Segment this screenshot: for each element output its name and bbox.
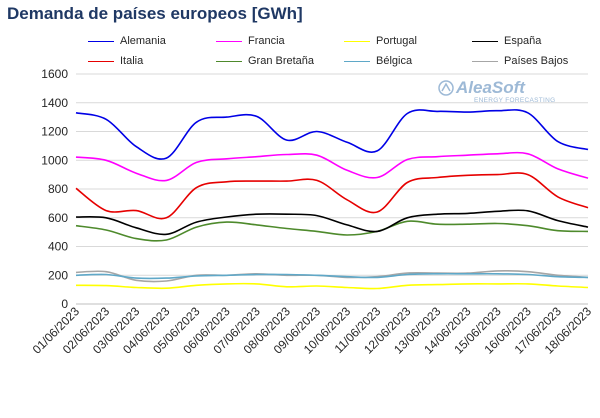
legend-swatch-belgica: [344, 60, 370, 62]
legend-label-espana: España: [504, 35, 542, 47]
aleasoft-logo-icon: [438, 80, 454, 96]
chart-title: Demanda de países europeos [GWh]: [7, 4, 303, 23]
legend-item-belgica: Bélgica: [344, 53, 412, 69]
legend-item-francia: Francia: [216, 33, 285, 49]
legend-label-belgica: Bélgica: [376, 55, 413, 67]
y-tick-label: 400: [48, 240, 68, 254]
watermark: AleaSoft ENERGY FORECASTING: [436, 78, 596, 108]
legend-swatch-alemania: [88, 40, 114, 42]
y-tick-label: 0: [61, 297, 68, 311]
y-tick-label: 1400: [41, 96, 68, 110]
series-line-espana: [75, 209, 589, 236]
legend-label-italia: Italia: [120, 55, 144, 67]
y-tick-label: 800: [48, 182, 68, 196]
series-line-alemania: [75, 109, 589, 160]
y-tick-label: 600: [48, 211, 68, 225]
legend-label-paises-bajos: Países Bajos: [504, 55, 569, 67]
y-tick-label: 200: [48, 268, 68, 282]
series-line-gran-bretana: [75, 220, 589, 242]
legend-item-portugal: Portugal: [344, 33, 417, 49]
legend-item-paises-bajos: Países Bajos: [472, 53, 568, 69]
legend-swatch-italia: [88, 60, 114, 62]
legend-label-gran-bretana: Gran Bretaña: [248, 55, 315, 67]
watermark-name: AleaSoft: [456, 78, 525, 97]
legend-label-alemania: Alemania: [120, 35, 166, 47]
series-line-belgica: [75, 272, 589, 280]
legend-swatch-portugal: [344, 40, 370, 42]
legend-swatch-paises-bajos: [472, 60, 498, 62]
legend-item-espana: España: [472, 33, 541, 49]
legend-swatch-francia: [216, 40, 242, 42]
y-tick-label: 1000: [41, 153, 68, 167]
series-line-portugal: [75, 282, 589, 290]
legend-item-italia: Italia: [88, 53, 143, 69]
series-line-italia: [75, 172, 589, 220]
series-line-francia: [75, 151, 589, 182]
legend-swatch-espana: [472, 40, 498, 42]
y-tick-label: 1600: [41, 67, 68, 81]
legend-item-gran-bretana: Gran Bretaña: [216, 53, 314, 69]
legend: Alemania Francia Portugal España Italia …: [88, 33, 600, 69]
legend-label-portugal: Portugal: [376, 35, 417, 47]
legend-item-alemania: Alemania: [88, 33, 166, 49]
legend-label-francia: Francia: [248, 35, 285, 47]
watermark-subtitle: ENERGY FORECASTING: [474, 97, 556, 104]
y-tick-label: 1200: [41, 125, 68, 139]
legend-swatch-gran-bretana: [216, 60, 242, 62]
